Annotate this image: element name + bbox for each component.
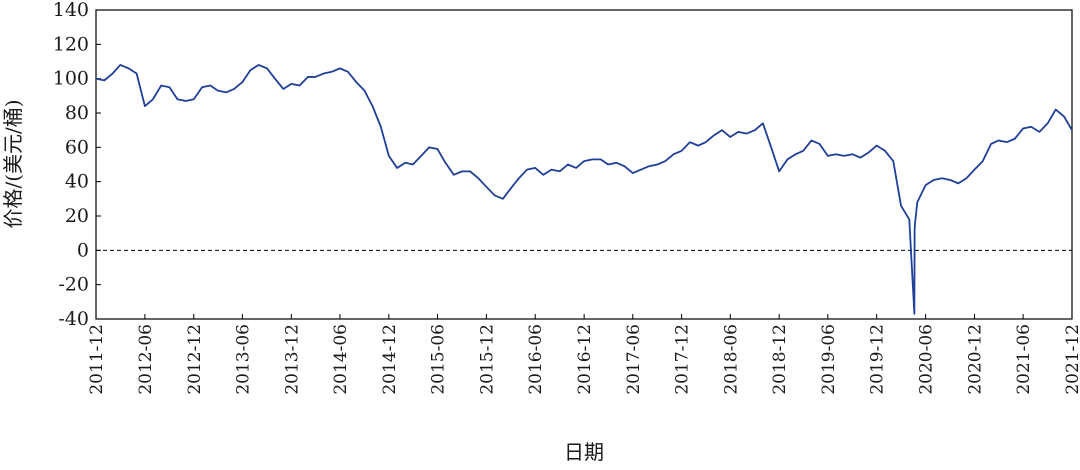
x-tick-label: 2015-12 xyxy=(477,324,497,395)
y-tick-label: 60 xyxy=(65,136,89,158)
x-tick-label: 2013-12 xyxy=(282,324,302,395)
price-series-line xyxy=(95,64,1073,315)
x-tick-label: 2020-06 xyxy=(917,324,937,395)
y-tick-label: 80 xyxy=(65,102,89,124)
x-tick-label: 2020-12 xyxy=(965,324,985,395)
y-tick-label: 120 xyxy=(53,33,89,55)
plot-frame xyxy=(95,9,1073,320)
x-axis-title: 日期 xyxy=(564,440,604,464)
y-axis: 140 120 100 80 60 40 20 0 -20 -40 xyxy=(53,0,101,330)
plot-area-border xyxy=(95,9,1073,320)
x-tick-label: 2017-12 xyxy=(673,324,693,395)
x-tick-label: 2019-12 xyxy=(868,324,888,395)
y-tick-label: 100 xyxy=(53,68,89,90)
x-tick-label: 2016-12 xyxy=(575,324,595,395)
y-axis-title: 价格/(美元/桶) xyxy=(1,99,25,228)
x-tick-label: 2018-06 xyxy=(721,324,741,395)
y-tick-label: -20 xyxy=(58,274,89,296)
y-tick-label: 40 xyxy=(65,171,89,193)
y-tick-label: -40 xyxy=(58,308,89,330)
y-tick-label: 20 xyxy=(65,205,89,227)
x-tick-label: 2011-12 xyxy=(87,324,107,395)
x-tick-label: 2018-12 xyxy=(770,324,790,395)
x-tick-label: 2012-06 xyxy=(136,324,156,395)
x-tick-label: 2012-12 xyxy=(185,324,205,395)
x-tick-label: 2015-06 xyxy=(428,324,448,395)
x-tick-label: 2016-06 xyxy=(526,324,546,395)
x-tick-label: 2014-06 xyxy=(331,324,351,395)
y-tick-label: 0 xyxy=(77,239,89,261)
x-tick-label: 2017-06 xyxy=(624,324,644,395)
x-tick-label: 2019-06 xyxy=(819,324,839,395)
x-tick-label: 2013-06 xyxy=(233,324,253,395)
y-tick-label: 140 xyxy=(53,0,89,21)
x-tick-label: 2021-06 xyxy=(1014,324,1034,395)
x-tick-label: 2021-12 xyxy=(1063,324,1080,395)
x-axis: 2011-12 2012-06 2012-12 2013-06 2013-12 2014-… xyxy=(87,314,1080,395)
x-tick-label: 2014-12 xyxy=(380,324,400,395)
